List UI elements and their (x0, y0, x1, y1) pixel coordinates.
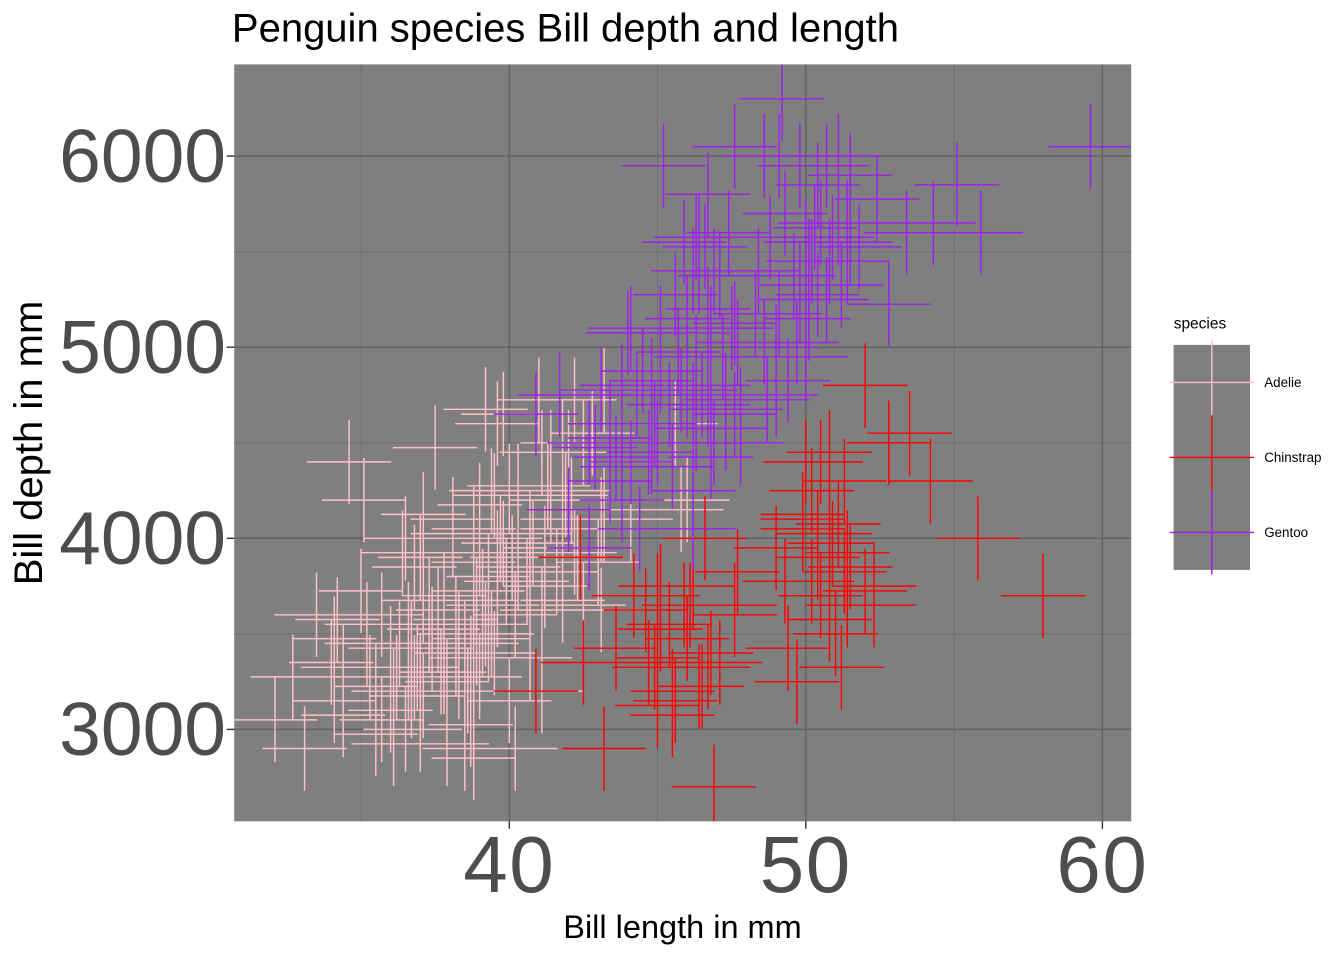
svg-text:Gentoo: Gentoo (1264, 525, 1308, 540)
svg-text:60: 60 (1056, 820, 1148, 909)
svg-text:Chinstrap: Chinstrap (1264, 450, 1321, 465)
svg-text:species: species (1174, 316, 1227, 333)
svg-text:40: 40 (463, 820, 555, 909)
svg-text:3000: 3000 (59, 687, 226, 771)
svg-text:Adelie: Adelie (1264, 375, 1301, 390)
svg-text:6000: 6000 (59, 114, 226, 198)
svg-text:5000: 5000 (59, 305, 226, 389)
svg-text:Bill length in mm: Bill length in mm (563, 909, 801, 945)
svg-text:4000: 4000 (59, 496, 226, 580)
svg-text:50: 50 (760, 820, 852, 909)
svg-text:Bill depth in mm: Bill depth in mm (7, 301, 51, 586)
svg-text:Penguin species Bill depth and: Penguin species Bill depth and length (232, 6, 899, 50)
